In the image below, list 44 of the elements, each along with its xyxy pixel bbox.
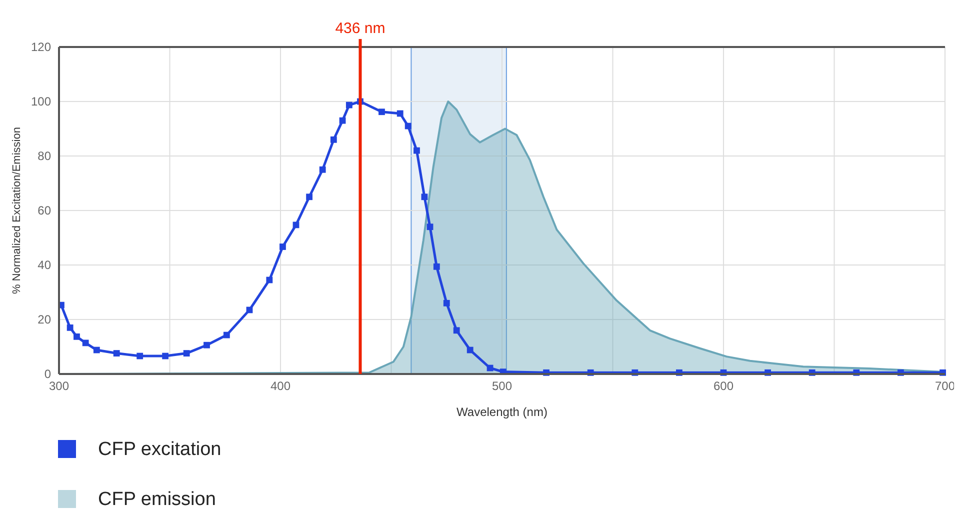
- point: [339, 117, 346, 124]
- point: [74, 333, 80, 340]
- point: [223, 332, 230, 338]
- point: [113, 350, 120, 356]
- point: [292, 222, 300, 228]
- y-tick-label: 20: [38, 312, 52, 326]
- y-axis-title: % Normalized Excitation/Emission: [11, 127, 23, 294]
- point: [280, 244, 286, 250]
- point: [466, 346, 474, 354]
- point: [426, 224, 434, 230]
- point: [162, 352, 169, 360]
- x-tick-label: 500: [492, 379, 512, 393]
- ref-line-label: 436 nm: [335, 20, 386, 37]
- y-tick-label: 60: [38, 204, 52, 218]
- point: [306, 194, 312, 200]
- x-axis-title: Wavelength (nm): [456, 405, 548, 419]
- point: [319, 166, 326, 173]
- point: [183, 350, 190, 356]
- point: [433, 263, 440, 270]
- point: [136, 352, 144, 360]
- y-tick-label: 0: [44, 367, 52, 381]
- point: [378, 108, 385, 116]
- point: [443, 300, 450, 306]
- point: [204, 342, 210, 348]
- legend-label: CFP emission: [98, 489, 216, 510]
- point: [414, 147, 420, 154]
- point: [93, 346, 100, 354]
- point: [266, 276, 273, 284]
- x-tick-label: 300: [48, 379, 70, 393]
- y-tick-label: 100: [30, 94, 52, 108]
- x-tick-label: 600: [713, 379, 734, 393]
- point: [396, 110, 404, 117]
- y-tick-label: 80: [38, 149, 52, 163]
- y-tick-label: 40: [38, 258, 52, 272]
- point: [82, 340, 89, 346]
- point: [66, 324, 74, 331]
- point: [421, 194, 428, 200]
- point: [330, 136, 337, 143]
- legend-label: CFP excitation: [98, 439, 222, 460]
- y-tick-label: 120: [30, 40, 52, 54]
- x-tick-label: 400: [270, 379, 291, 393]
- point: [404, 122, 412, 130]
- point: [453, 327, 460, 334]
- point: [346, 102, 352, 108]
